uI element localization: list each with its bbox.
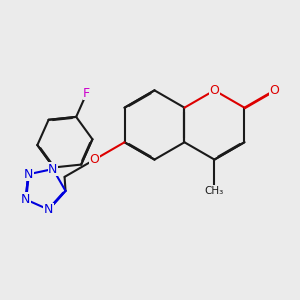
Text: N: N <box>48 163 58 176</box>
Text: N: N <box>24 168 33 181</box>
Text: O: O <box>269 84 279 97</box>
Text: O: O <box>209 84 219 97</box>
Text: CH₃: CH₃ <box>205 186 224 196</box>
Text: O: O <box>90 153 100 166</box>
Text: F: F <box>83 87 90 100</box>
Text: N: N <box>44 203 53 216</box>
Text: N: N <box>21 193 30 206</box>
